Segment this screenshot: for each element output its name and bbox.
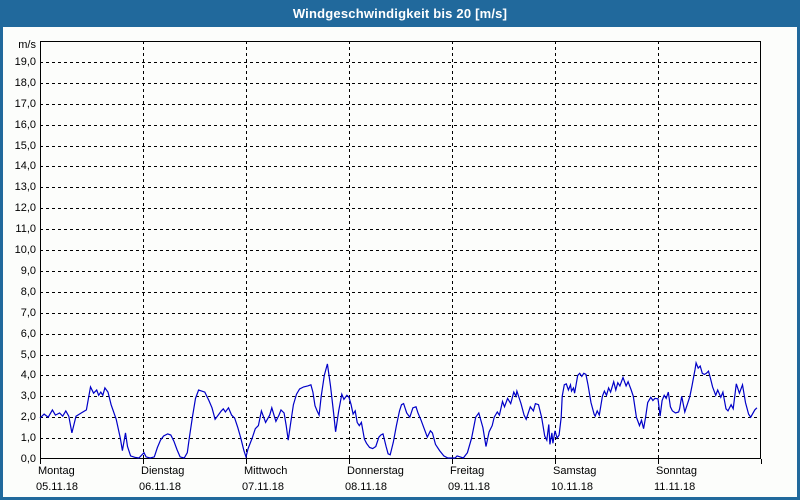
wind-speed-series-line: [39, 360, 758, 460]
x-day-name-label: Samstag: [553, 465, 597, 477]
x-day-date-label: 07.11.18: [242, 481, 285, 493]
y-tick-label: 19,0: [14, 56, 36, 68]
x-day-name-label: Dienstag: [141, 465, 185, 477]
y-tick-label: 7,0: [20, 307, 36, 319]
y-tick-label: 15,0: [14, 140, 36, 152]
y-tick-label: 4,0: [20, 369, 36, 381]
y-tick-label: 18,0: [14, 77, 36, 89]
y-tick-label: 9,0: [20, 265, 36, 277]
x-day-date-label: 05.11.18: [36, 481, 79, 493]
x-day-date-label: 10.11.18: [551, 481, 594, 493]
y-tick-label: 10,0: [14, 244, 36, 256]
y-tick-label: 13,0: [14, 181, 36, 193]
y-tick-label: 3,0: [20, 390, 36, 402]
y-tick-label: 12,0: [14, 202, 36, 214]
x-day-name-label: Freitag: [450, 465, 485, 477]
y-axis-unit-label: m/s: [18, 39, 36, 51]
chart-title-bar: Windgeschwindigkeit bis 20 [m/s]: [0, 0, 800, 27]
y-tick-label: 0,0: [20, 453, 36, 465]
x-day-name-label: Donnerstag: [347, 465, 404, 477]
x-day-name-label: Montag: [38, 465, 75, 477]
y-tick-label: 1,0: [20, 432, 36, 444]
y-tick-label: 6,0: [20, 328, 36, 340]
y-tick-label: 8,0: [20, 286, 36, 298]
y-tick-label: 2,0: [20, 411, 36, 423]
wind-speed-line-chart: [39, 41, 762, 464]
x-day-date-label: 11.11.18: [654, 481, 696, 493]
y-tick-label: 11,0: [15, 223, 36, 235]
x-day-date-label: 06.11.18: [139, 481, 182, 493]
x-day-name-label: Mittwoch: [244, 465, 288, 477]
y-tick-label: 14,0: [14, 160, 36, 172]
x-day-name-label: Sonntag: [656, 465, 697, 477]
x-day-date-label: 09.11.18: [448, 481, 491, 493]
chart-title: Windgeschwindigkeit bis 20 [m/s]: [292, 6, 508, 21]
y-tick-label: 5,0: [20, 349, 36, 361]
y-tick-label: 17,0: [14, 98, 36, 110]
x-day-date-label: 08.11.18: [345, 481, 388, 493]
y-tick-label: 16,0: [14, 119, 36, 131]
chart-content-area: [3, 27, 797, 497]
